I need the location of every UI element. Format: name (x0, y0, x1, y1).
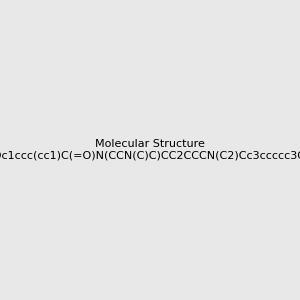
Text: Molecular Structure
COc1ccc(cc1)C(=O)N(CCN(C)C)CC2CCCN(C2)Cc3ccccc3OC: Molecular Structure COc1ccc(cc1)C(=O)N(C… (0, 139, 300, 161)
